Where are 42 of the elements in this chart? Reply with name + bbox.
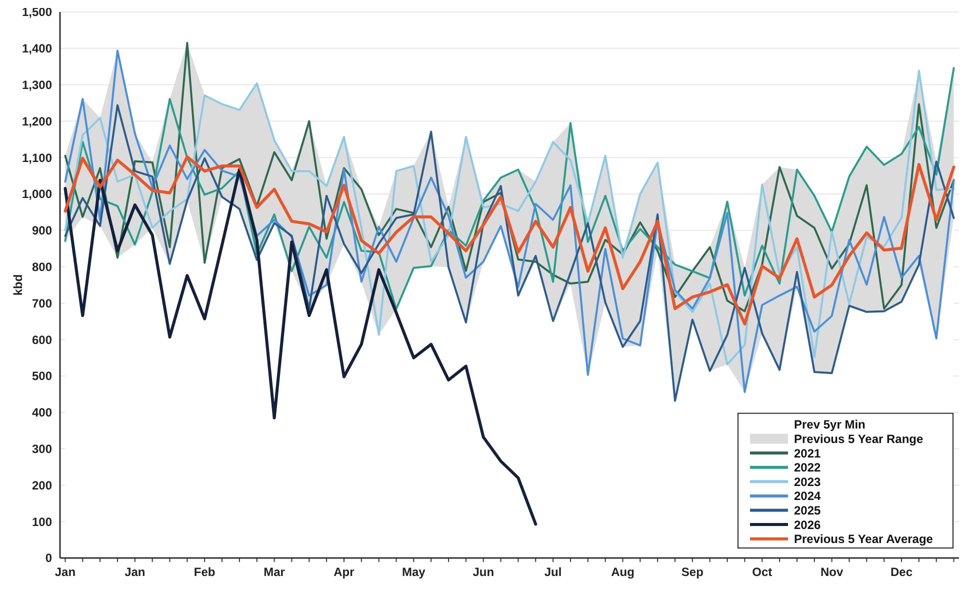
y-tick-label: 1,200 — [22, 114, 52, 128]
y-tick-label: 0 — [45, 551, 52, 566]
x-tick-label: Jan — [124, 565, 146, 579]
x-tick-label: Mar — [264, 565, 286, 579]
y-tick-label: 300 — [32, 442, 52, 456]
y-tick-label: 400 — [32, 406, 52, 420]
x-tick-label: Dec — [890, 565, 913, 579]
y-tick-label: 700 — [32, 296, 52, 310]
x-tick-label: Apr — [334, 565, 355, 579]
legend-label: 2026 — [794, 518, 822, 532]
x-tick-label: May — [402, 565, 426, 579]
x-tick-label: Aug — [611, 565, 634, 579]
x-tick-label: Feb — [194, 565, 216, 579]
y-tick-label: 900 — [32, 224, 52, 238]
y-tick-label: 1,100 — [22, 150, 52, 165]
y-tick-label: 1,300 — [22, 78, 52, 92]
legend-label: 2023 — [794, 474, 822, 489]
y-tick-label: 1,400 — [22, 42, 52, 56]
y-tick-label: 1,500 — [22, 5, 52, 20]
legend-label: 2025 — [794, 503, 822, 518]
line-series — [64, 104, 955, 402]
legend-label: 2024 — [794, 489, 822, 504]
x-tick-label: Jun — [472, 565, 494, 579]
legend-label: 2022 — [794, 460, 822, 475]
line-series — [64, 168, 538, 526]
y-tick-label: 100 — [32, 514, 52, 529]
x-tick-label: Jul — [544, 565, 562, 579]
x-tick-label: Nov — [820, 565, 844, 579]
x-tick-label: Oct — [752, 565, 772, 579]
legend-label: Previous 5 Year Average — [794, 532, 934, 546]
legend-label: 2021 — [794, 446, 822, 460]
x-tick-label: Sep — [681, 565, 704, 579]
y-tick-label: 500 — [32, 369, 52, 384]
legend-label: Previous 5 Year Range — [794, 432, 924, 446]
y-tick-label: 800 — [32, 260, 52, 274]
x-tick-label: Jan — [54, 565, 76, 579]
y-axis-title: kbd — [11, 274, 25, 296]
line-series — [64, 155, 956, 326]
series-label: Prev 5yr Min — [794, 418, 866, 432]
y-tick-label: 200 — [32, 478, 52, 492]
y-tick-label: 600 — [32, 332, 52, 347]
y-tick-label: 1,000 — [22, 187, 52, 202]
